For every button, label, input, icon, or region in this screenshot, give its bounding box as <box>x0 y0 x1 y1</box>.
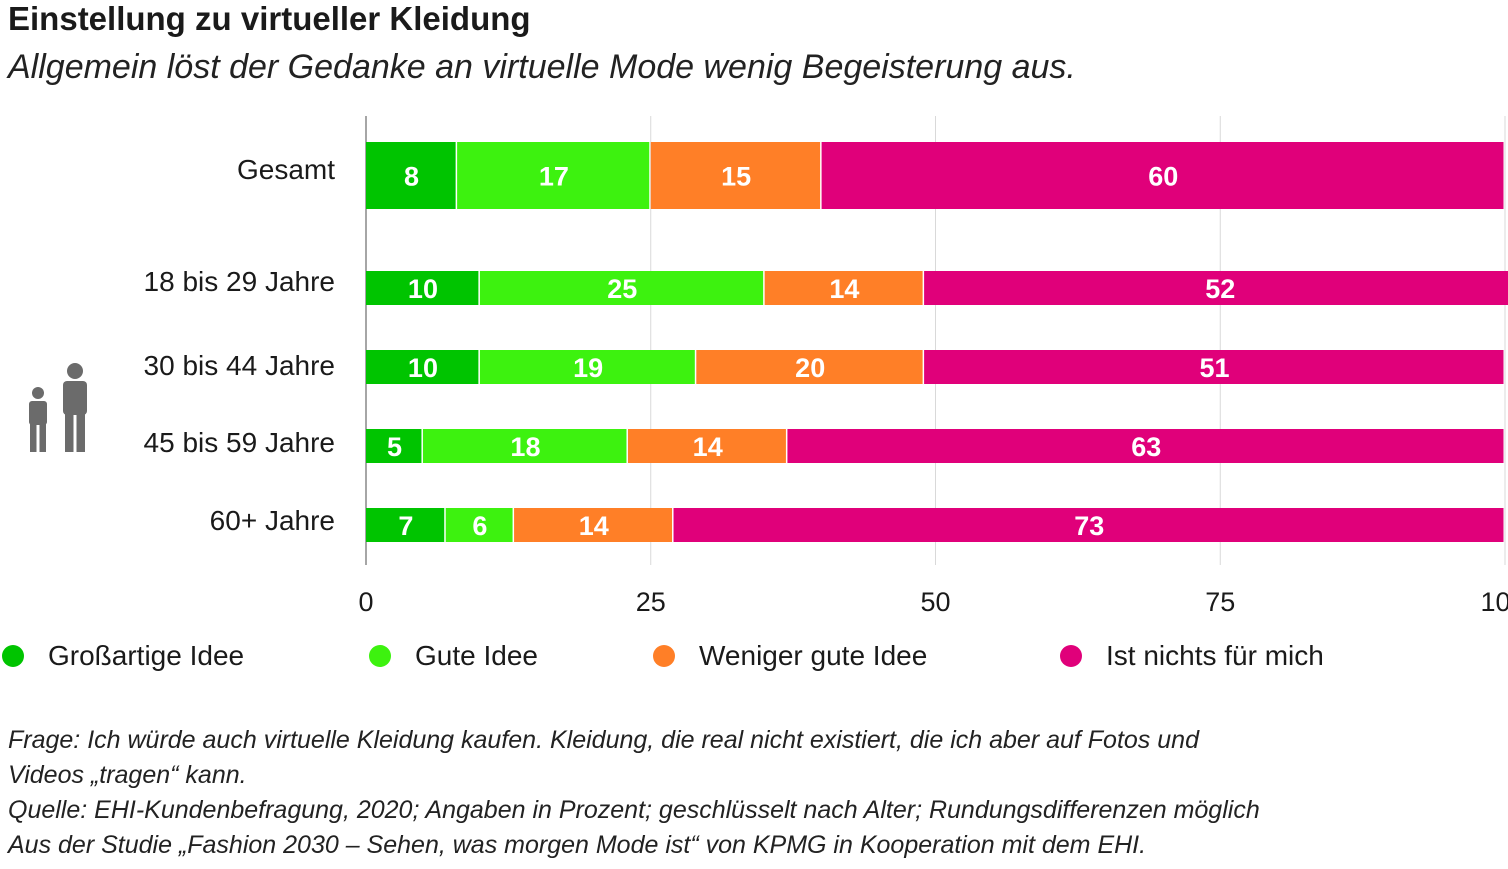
data-label: 20 <box>795 353 825 383</box>
bar-segment <box>366 271 479 305</box>
bar-segment <box>422 429 627 463</box>
bar-segment <box>479 271 764 305</box>
data-label: 51 <box>1200 353 1230 383</box>
bar-segment <box>445 508 513 542</box>
x-tick-label: 50 <box>920 587 950 617</box>
data-label: 18 <box>510 432 540 462</box>
data-label: 60 <box>1148 162 1178 192</box>
category-label: 45 bis 59 Jahre <box>144 427 335 458</box>
bar-segment <box>650 142 821 209</box>
legend-label: Gute Idee <box>415 640 538 671</box>
bar-segment <box>673 508 1504 542</box>
data-label: 63 <box>1131 432 1161 462</box>
legend-item-grossartige-idee: Großartige Idee <box>2 640 244 672</box>
data-label: 17 <box>539 162 569 192</box>
chart-subtitle: Allgemein löst der Gedanke an virtuelle … <box>8 48 1076 86</box>
x-tick-label: 25 <box>636 587 666 617</box>
legend-swatch <box>2 645 24 667</box>
bar-segment <box>366 142 456 209</box>
data-label: 6 <box>472 511 487 541</box>
x-tick-label: 0 <box>358 587 373 617</box>
data-label: 15 <box>721 162 751 192</box>
legend-label: Weniger gute Idee <box>699 640 928 671</box>
x-tick-label: 100 <box>1480 587 1508 617</box>
legend-label: Großartige Idee <box>48 640 245 671</box>
legend-item-ist-nichts-fuer-mich: Ist nichts für mich <box>1060 640 1324 672</box>
data-label: 7 <box>398 511 413 541</box>
bar-segment <box>366 429 422 463</box>
bar-segment <box>627 429 786 463</box>
data-label: 25 <box>607 274 637 304</box>
bar-segment <box>457 142 650 209</box>
footnote-question-line2: Videos „tragen“ kann. <box>8 761 247 789</box>
label-layer: Gesamt 18 bis 29 Jahre 30 bis 44 Jahre 45 b… <box>144 154 1236 541</box>
category-label: Gesamt <box>237 154 335 185</box>
bar-segment <box>787 429 1504 463</box>
x-tick-label: 75 <box>1205 587 1235 617</box>
chart-title: Einstellung zu virtueller Kleidung <box>8 0 531 37</box>
bar-segment <box>924 350 1504 384</box>
legend-swatch <box>1060 645 1082 667</box>
category-label: 18 bis 29 Jahre <box>144 266 335 297</box>
data-label: 52 <box>1205 274 1235 304</box>
bar-segment <box>764 271 923 305</box>
footnote: Frage: Ich würde auch virtuelle Kleidung… <box>8 723 1260 863</box>
data-label: 73 <box>1074 511 1104 541</box>
legend-swatch <box>653 645 675 667</box>
legend-swatch <box>369 645 391 667</box>
people-icon <box>29 363 87 452</box>
footnote-source: Quelle: EHI-Kundenbefragung, 2020; Angab… <box>8 796 1260 824</box>
bar-segment <box>514 508 673 542</box>
bar-segment <box>696 350 923 384</box>
legend-item-weniger-gute-idee: Weniger gute Idee <box>653 640 927 672</box>
data-label: 14 <box>829 274 859 304</box>
legend-item-gute-idee: Gute Idee <box>369 640 538 672</box>
bar-layer <box>366 142 1508 542</box>
data-label: 19 <box>573 353 603 383</box>
legend-label: Ist nichts für mich <box>1106 640 1324 671</box>
data-label: 14 <box>693 432 723 462</box>
data-label: 10 <box>408 353 438 383</box>
bar-segment <box>821 142 1504 209</box>
category-label: 60+ Jahre <box>210 505 335 536</box>
bar-segment <box>366 508 445 542</box>
data-label: 10 <box>408 274 438 304</box>
legend: Großartige Idee Gute Idee Weniger gute I… <box>0 640 1508 680</box>
bar-segment <box>924 271 1508 305</box>
data-label: 8 <box>404 162 419 192</box>
grid-layer: 0255075100 <box>358 116 1508 617</box>
footnote-study: Aus der Studie „Fashion 2030 – Sehen, wa… <box>8 831 1147 859</box>
bar-segment <box>366 350 479 384</box>
category-label: 30 bis 44 Jahre <box>144 350 335 381</box>
bar-segment <box>479 350 695 384</box>
footnote-question-line1: Frage: Ich würde auch virtuelle Kleidung… <box>8 726 1199 754</box>
data-label: 5 <box>387 432 402 462</box>
data-label: 14 <box>579 511 609 541</box>
